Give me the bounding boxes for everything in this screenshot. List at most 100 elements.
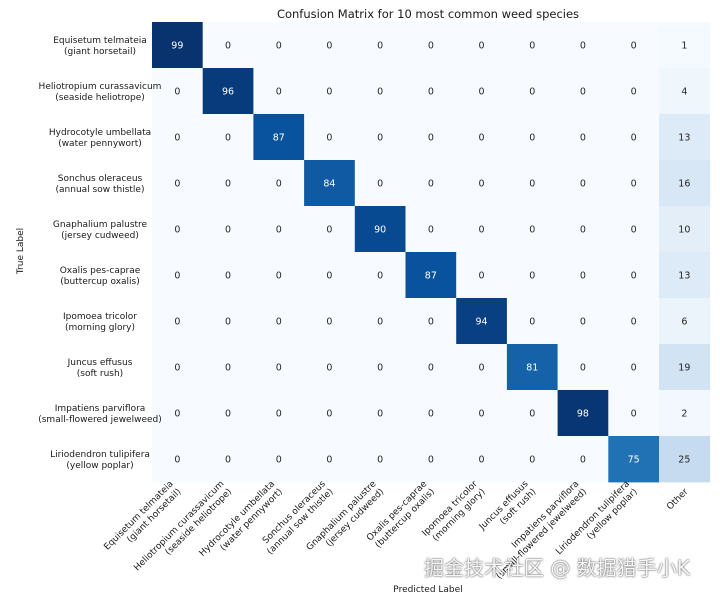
heatmap-cell: [354, 344, 406, 391]
cell-value-label: 0: [326, 271, 332, 282]
heatmap-cell: [557, 206, 609, 253]
cell-value-label: 0: [479, 455, 485, 466]
watermark: 掘金技术社区 @ 数据猎手小K: [424, 556, 690, 580]
heatmap-cell: [202, 22, 254, 69]
cell-value-label: 0: [580, 363, 586, 374]
heatmap-cell: [557, 298, 609, 345]
heatmap-cell: [506, 252, 558, 299]
heatmap-cell: [354, 390, 406, 437]
cell-value-label: 0: [377, 363, 383, 374]
heatmap-cell: [202, 252, 254, 299]
heatmap-cell: [253, 390, 305, 437]
heatmap-cell: [304, 22, 356, 69]
cell-value-label: 0: [276, 271, 282, 282]
cell-value-label: 0: [225, 455, 231, 466]
heatmap-cell: [456, 160, 508, 207]
heatmap-cell: [354, 160, 406, 207]
cell-value-label: 0: [428, 363, 434, 374]
heatmap-cell: [253, 22, 305, 69]
heatmap-cell: [405, 298, 457, 345]
cell-value-label: 0: [479, 225, 485, 236]
heatmap-cell: [304, 436, 356, 483]
heatmap-cell: [202, 436, 254, 483]
chart-title: Confusion Matrix for 10 most common weed…: [277, 7, 579, 21]
cell-value-label: 0: [428, 317, 434, 328]
cell-value-label: 81: [526, 363, 538, 374]
heatmap-cell: [253, 252, 305, 299]
heatmap-cell: [405, 390, 457, 437]
cell-value-label: 0: [377, 179, 383, 190]
cell-value-label: 90: [374, 225, 386, 236]
heatmap-cell: [253, 206, 305, 253]
cell-value-label: 99: [171, 41, 183, 52]
heatmap-cell: [152, 160, 204, 207]
cell-value-label: 0: [174, 317, 180, 328]
heatmap-cell: [405, 252, 457, 299]
heatmap-cell: [152, 22, 204, 69]
cell-value-label: 75: [628, 455, 640, 466]
heatmap-cell: [253, 68, 305, 115]
heatmap-cell: [354, 68, 406, 115]
cell-value-label: 94: [476, 317, 488, 328]
heatmap-cell: [557, 252, 609, 299]
cell-value-label: 0: [428, 41, 434, 52]
row-tick-label: Oxalis pes-caprae (buttercup oxalis): [60, 266, 141, 287]
row-tick-label: Juncus effusus (soft rush): [67, 358, 133, 379]
heatmap-cell: [202, 390, 254, 437]
heatmap-cell: [557, 390, 609, 437]
heatmap-cell: [659, 344, 711, 391]
cell-value-label: 0: [479, 409, 485, 420]
heatmap-cell: [253, 160, 305, 207]
cell-value-label: 25: [678, 455, 690, 466]
heatmap-cell: [506, 114, 558, 161]
heatmap-cell: [506, 22, 558, 69]
heatmap-cell: [152, 298, 204, 345]
cell-value-label: 0: [276, 41, 282, 52]
cell-value-label: 0: [529, 455, 535, 466]
heatmap-cell: [152, 436, 204, 483]
cell-value-label: 0: [428, 133, 434, 144]
heatmap-cell: [456, 436, 508, 483]
heatmap-cell: [304, 298, 356, 345]
cell-value-label: 0: [174, 225, 180, 236]
cell-value-label: 0: [225, 317, 231, 328]
cell-value-label: 10: [678, 225, 690, 236]
heatmap-cell: [659, 252, 711, 299]
heatmap-cell: [405, 206, 457, 253]
cell-value-label: 0: [631, 225, 637, 236]
heatmap-cell: [152, 68, 204, 115]
cell-value-label: 0: [479, 41, 485, 52]
heatmap-cell: [608, 298, 660, 345]
heatmap-cell: [152, 206, 204, 253]
cell-value-label: 0: [225, 271, 231, 282]
heatmap-cell: [608, 68, 660, 115]
cell-value-label: 0: [326, 87, 332, 98]
cell-value-label: 0: [428, 179, 434, 190]
cell-value-label: 0: [631, 363, 637, 374]
heatmap-cell: [152, 252, 204, 299]
heatmap-cell: [202, 68, 254, 115]
heatmap-cell: [202, 298, 254, 345]
cell-value-label: 0: [428, 455, 434, 466]
heatmap-cell: [557, 114, 609, 161]
cell-value-label: 6: [681, 317, 687, 328]
y-axis-label: True Label: [16, 228, 26, 275]
heatmap-cell: [659, 298, 711, 345]
cell-value-label: 0: [631, 409, 637, 420]
heatmap-cell: [608, 206, 660, 253]
cell-value-label: 1: [681, 41, 687, 52]
cell-value-label: 0: [225, 225, 231, 236]
heatmap-cell: [304, 252, 356, 299]
row-tick-label: Ipomoea tricolor (morning glory): [63, 312, 137, 333]
cell-value-label: 0: [580, 317, 586, 328]
cell-value-label: 0: [276, 225, 282, 236]
cell-value-label: 0: [377, 41, 383, 52]
cell-value-label: 0: [580, 179, 586, 190]
row-tick-label: Liriodendron tulipifera (yellow poplar): [50, 450, 150, 471]
cell-value-label: 0: [580, 225, 586, 236]
heatmap-cell: [152, 344, 204, 391]
heatmap-cell: [659, 206, 711, 253]
cell-value-label: 0: [377, 271, 383, 282]
cell-value-label: 0: [225, 41, 231, 52]
cell-value-label: 0: [529, 225, 535, 236]
